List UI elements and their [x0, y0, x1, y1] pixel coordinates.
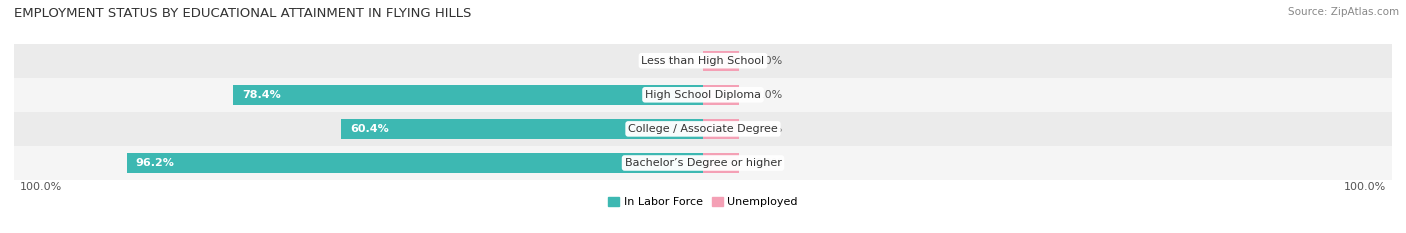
Bar	[14, 44, 1392, 78]
Text: Less than High School: Less than High School	[641, 56, 765, 66]
Text: College / Associate Degree: College / Associate Degree	[628, 124, 778, 134]
Bar	[703, 51, 740, 71]
Bar	[342, 119, 703, 139]
Text: EMPLOYMENT STATUS BY EDUCATIONAL ATTAINMENT IN FLYING HILLS: EMPLOYMENT STATUS BY EDUCATIONAL ATTAINM…	[14, 7, 471, 20]
Text: 0.0%: 0.0%	[754, 124, 782, 134]
Bar	[703, 119, 740, 139]
Text: 78.4%: 78.4%	[242, 90, 281, 100]
Bar	[233, 85, 703, 105]
Text: High School Diploma: High School Diploma	[645, 90, 761, 100]
Bar	[703, 85, 740, 105]
Legend: In Labor Force, Unemployed: In Labor Force, Unemployed	[609, 197, 797, 207]
Text: 100.0%: 100.0%	[1344, 182, 1386, 192]
Bar	[14, 78, 1392, 112]
Bar	[703, 153, 740, 173]
Bar	[127, 153, 703, 173]
Text: 0.0%: 0.0%	[666, 56, 695, 66]
Bar	[14, 146, 1392, 180]
Bar	[14, 112, 1392, 146]
Text: 0.0%: 0.0%	[754, 56, 782, 66]
Text: 60.4%: 60.4%	[350, 124, 389, 134]
Text: 0.0%: 0.0%	[754, 90, 782, 100]
Text: 100.0%: 100.0%	[20, 182, 62, 192]
Text: 96.2%: 96.2%	[135, 158, 174, 168]
Text: Source: ZipAtlas.com: Source: ZipAtlas.com	[1288, 7, 1399, 17]
Text: Bachelor’s Degree or higher: Bachelor’s Degree or higher	[624, 158, 782, 168]
Text: 0.0%: 0.0%	[754, 158, 782, 168]
